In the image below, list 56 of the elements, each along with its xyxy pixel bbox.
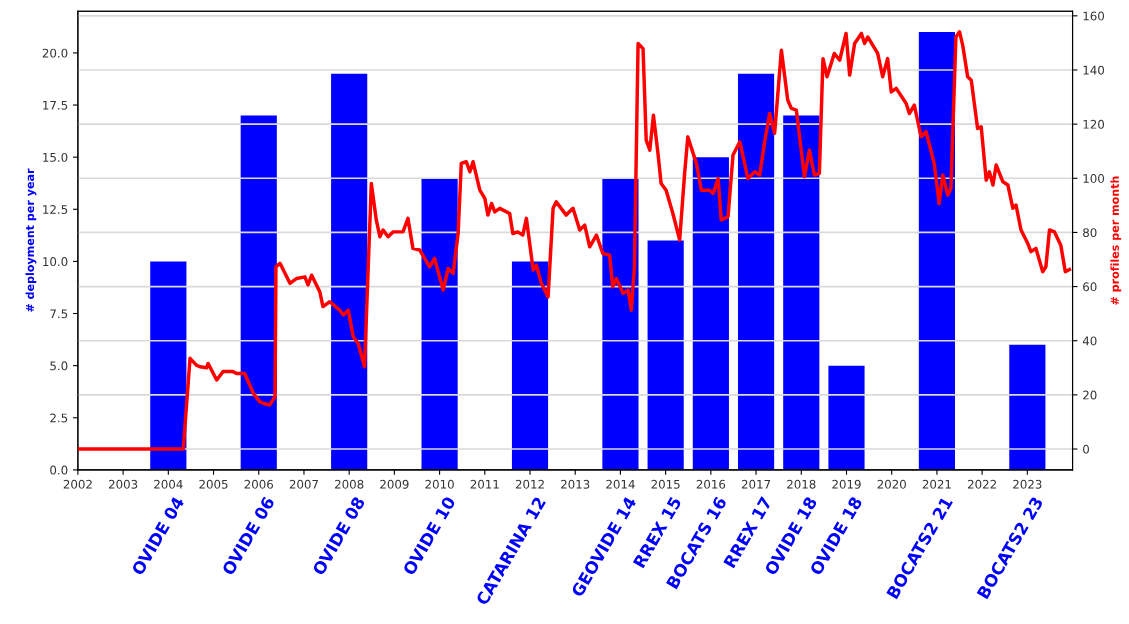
x-tick-label: 2008: [335, 479, 364, 489]
y-tick-label: 10.0: [43, 257, 68, 267]
y-tick-label: 12.5: [43, 205, 68, 214]
y2-tick-label: 60: [1083, 282, 1097, 292]
x-tick-label: 2010: [425, 479, 454, 489]
bar: [918, 32, 955, 470]
x-tick-label: 2005: [199, 479, 228, 489]
y-tick-label: 17.5: [43, 100, 68, 110]
y2-tick-label: 100: [1083, 174, 1105, 183]
y2-tick-label: 80: [1083, 228, 1097, 238]
y2-tick-label: 0: [1083, 444, 1089, 454]
x-tick-label: 2016: [696, 479, 726, 489]
x-tick-label: 2019: [832, 479, 861, 489]
x-tick-label: 2023: [1013, 479, 1042, 489]
x-tick-label: 2020: [877, 479, 906, 489]
y-tick-label: 20.0: [42, 48, 68, 58]
x-tick-label: 2021: [922, 479, 951, 489]
x-tick-label: 2022: [967, 479, 996, 489]
bar: [331, 73, 368, 470]
x-tick-label: 2013: [561, 479, 590, 489]
bar: [150, 261, 187, 470]
x-tick-label: 2015: [651, 479, 680, 489]
y2-tick-label: 20: [1083, 390, 1097, 400]
bar: [828, 365, 865, 470]
x-tick-label: 2009: [380, 479, 409, 489]
x-tick-label: 2011: [470, 479, 499, 489]
x-tick-label: 2006: [244, 479, 274, 489]
y2-tick-label: 120: [1083, 119, 1105, 129]
bar: [647, 240, 684, 470]
y2-tick-label: 40: [1082, 336, 1097, 346]
bar: [692, 157, 729, 470]
y2-axis-title: # profiles per month: [1110, 176, 1122, 305]
x-tick-label: 2002: [63, 479, 92, 489]
x-tick-label: 2004: [154, 479, 183, 489]
bar: [1009, 344, 1046, 470]
x-tick-label: 2018: [787, 479, 816, 489]
y-tick-label: 7.5: [50, 309, 68, 319]
bar: [783, 115, 820, 470]
bar: [602, 178, 639, 470]
y-tick-label: 15.0: [43, 152, 68, 162]
x-tick-label: 2017: [741, 479, 771, 489]
y-axis-title: # deployment per year: [25, 168, 37, 312]
x-tick-label: 2007: [289, 479, 318, 489]
x-tick-label: 2014: [606, 479, 635, 489]
y-tick-label: 2.5: [50, 413, 68, 423]
y-tick-label: 5.0: [50, 361, 68, 371]
y2-tick-label: 140: [1083, 65, 1105, 75]
x-tick-label: 2003: [108, 479, 138, 489]
bar: [421, 178, 458, 470]
y2-tick-label: 160: [1083, 11, 1105, 21]
y-tick-label: 0.0: [50, 465, 68, 475]
x-tick-label: 2012: [515, 479, 544, 489]
line-series: [77, 30, 1072, 451]
bar: [240, 115, 277, 470]
bar: [511, 261, 549, 470]
bar: [737, 73, 775, 470]
